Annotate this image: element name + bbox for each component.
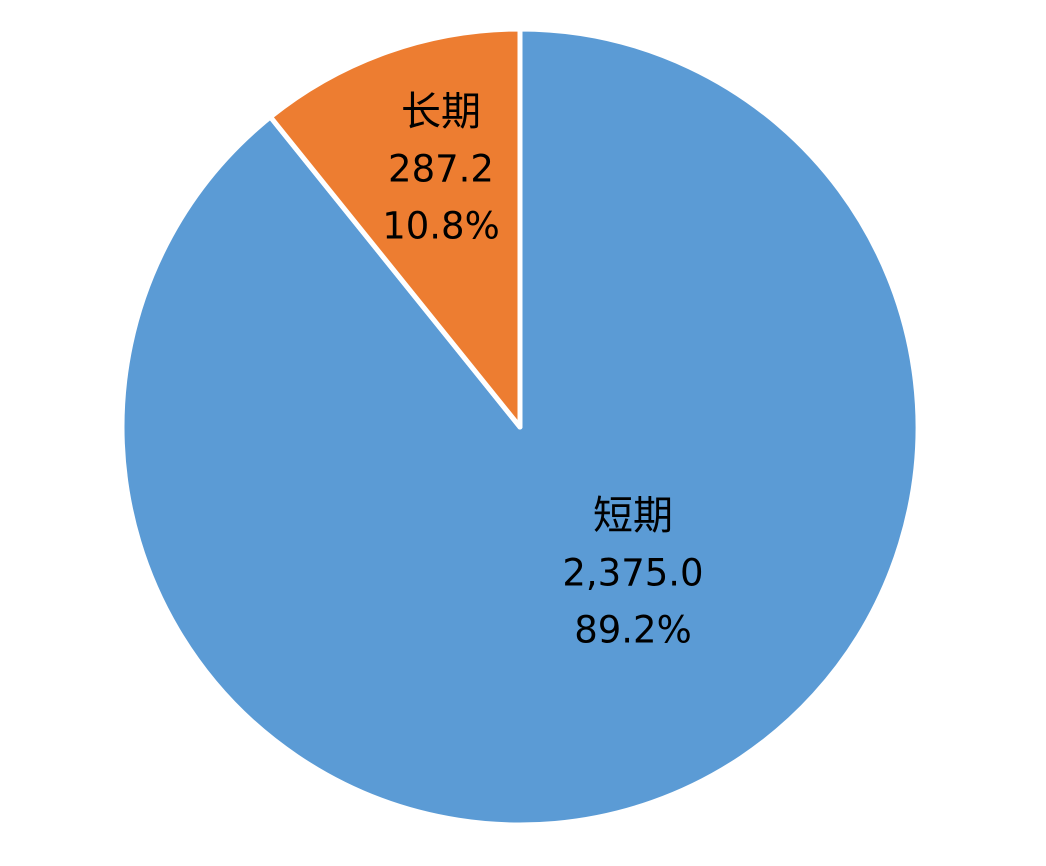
pie-slice-long-term — [267, 26, 523, 430]
slice-name-label: 长期 — [401, 89, 481, 135]
slice-percent-label: 10.8% — [382, 205, 500, 248]
slice-percent-label: 89.2% — [574, 609, 692, 652]
pie-slices — [119, 26, 921, 828]
slice-name-label: 短期 — [593, 493, 673, 539]
slice-value-label: 2,375.0 — [562, 552, 703, 595]
slice-value-label: 287.2 — [388, 148, 494, 191]
pie-data-labels: 短期 2,375.0 89.2% 长期 287.2 10.8% — [382, 89, 703, 652]
